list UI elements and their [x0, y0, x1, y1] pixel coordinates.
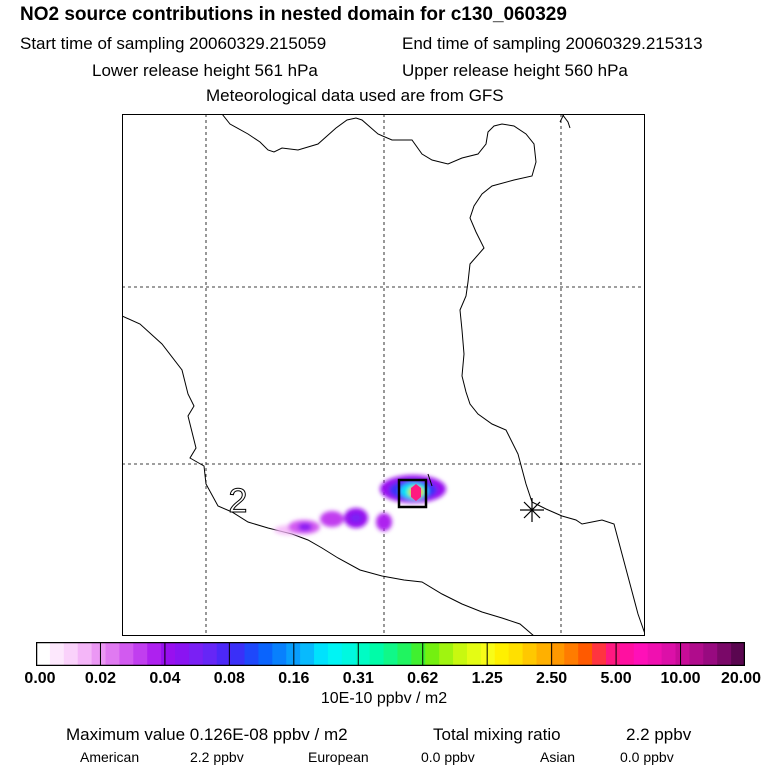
color-scale-cell	[633, 642, 649, 666]
color-scale-tick-label: 20.00	[720, 670, 762, 687]
color-scale-cell	[536, 642, 551, 666]
end-time-label: End time of sampling 20060329.215313	[402, 34, 703, 53]
color-scale-cell	[36, 642, 51, 666]
european-value: 0.0 ppbv	[421, 749, 475, 765]
color-scale-cell	[188, 642, 204, 666]
start-time-label: Start time of sampling 20060329.215059	[20, 34, 327, 53]
sampling-box-icon	[397, 473, 433, 509]
color-scale-cell	[175, 642, 190, 666]
color-scale-cell	[383, 642, 399, 666]
color-scale-cell	[453, 642, 468, 666]
color-scale-cell	[63, 642, 79, 666]
lower-height-label: Lower release height 561 hPa	[92, 61, 318, 80]
color-scale-bar	[36, 642, 745, 666]
color-scale-cell	[119, 642, 134, 666]
color-scale-cell	[425, 642, 440, 666]
color-scale-cell	[300, 642, 315, 666]
color-scale-tick-label: 0.00	[24, 670, 56, 687]
color-scale-tick-label: 2.50	[536, 670, 568, 687]
color-scale-cell	[564, 642, 579, 666]
grid-lines	[122, 114, 645, 636]
color-scale-tick-label: 1.25	[471, 670, 503, 687]
american-label: American	[80, 749, 140, 765]
color-scale-cell	[661, 642, 677, 666]
asterisk-marker-icon	[520, 498, 544, 522]
color-scale-cell	[578, 642, 593, 666]
color-scale-cell	[703, 642, 718, 666]
color-scale-cell	[731, 642, 745, 666]
color-scale-cell	[480, 642, 496, 666]
color-scale-cell	[369, 642, 385, 666]
max-value-label: Maximum value 0.126E-08 ppbv / m2	[66, 725, 348, 744]
color-scale-tick-label: 0.04	[149, 670, 181, 687]
plot-title: NO2 source contributions in nested domai…	[20, 4, 567, 25]
color-scale-cell	[647, 642, 663, 666]
asian-label: Asian	[540, 749, 576, 765]
total-mixing-value: 2.2 ppbv	[626, 725, 692, 744]
color-scale-cell	[355, 642, 371, 666]
color-scale-cell	[619, 642, 635, 666]
color-scale-cell	[133, 642, 148, 666]
color-scale-cell	[508, 642, 524, 666]
color-scale-tick-label: 0.62	[407, 670, 439, 687]
color-scale-cell	[592, 642, 607, 666]
color-scale-cell	[522, 642, 538, 666]
color-scale-cell	[341, 642, 357, 666]
color-scale-cell	[314, 642, 329, 666]
color-scale-tick-label: 0.31	[342, 670, 374, 687]
met-data-label: Meteorological data used are from GFS	[206, 86, 504, 105]
color-scale-cell	[216, 642, 232, 666]
color-scale-cell	[105, 642, 121, 666]
european-label: European	[308, 749, 369, 765]
legend-units: 10E-10 ppbv / m2	[320, 690, 448, 707]
color-scale-cell	[439, 642, 454, 666]
asian-value: 0.0 ppbv	[620, 749, 674, 765]
color-scale-cell	[397, 642, 412, 666]
color-scale-tick-label: 0.16	[278, 670, 310, 687]
color-scale-cell	[494, 642, 510, 666]
color-scale-tick-label: 5.00	[600, 670, 632, 687]
color-scale-tick-label: 0.02	[84, 670, 117, 687]
color-scale-cell	[689, 642, 704, 666]
color-scale-cell	[717, 642, 732, 666]
color-scale-tick-label: 10.00	[660, 670, 701, 687]
color-scale-cell	[91, 642, 107, 666]
color-scale-cell	[327, 642, 343, 666]
color-scale-cell	[411, 642, 426, 666]
color-scale-cell	[258, 642, 273, 666]
map-frame	[122, 114, 645, 636]
color-scale-cell	[202, 642, 218, 666]
color-scale-cell	[466, 642, 482, 666]
region-label: 2	[229, 482, 248, 520]
color-scale-cell	[272, 642, 287, 666]
upper-height-label: Upper release height 560 hPa	[402, 61, 628, 80]
color-scale-cell	[244, 642, 260, 666]
map-panel[interactable]: 2	[122, 114, 645, 636]
coastline	[122, 114, 645, 636]
color-scale-tick-label: 0.08	[213, 670, 245, 687]
total-mixing-label: Total mixing ratio	[433, 725, 561, 744]
color-scale-cell	[605, 642, 621, 666]
color-scale-cell	[550, 642, 565, 666]
color-scale-cell	[675, 642, 690, 666]
color-scale-cell	[230, 642, 246, 666]
color-scale-cell	[49, 642, 65, 666]
concentration-plume	[274, 475, 446, 535]
color-scale-cell	[77, 642, 93, 666]
color-scale-cell	[147, 642, 162, 666]
color-scale-cell	[161, 642, 176, 666]
american-value: 2.2 ppbv	[190, 749, 244, 765]
